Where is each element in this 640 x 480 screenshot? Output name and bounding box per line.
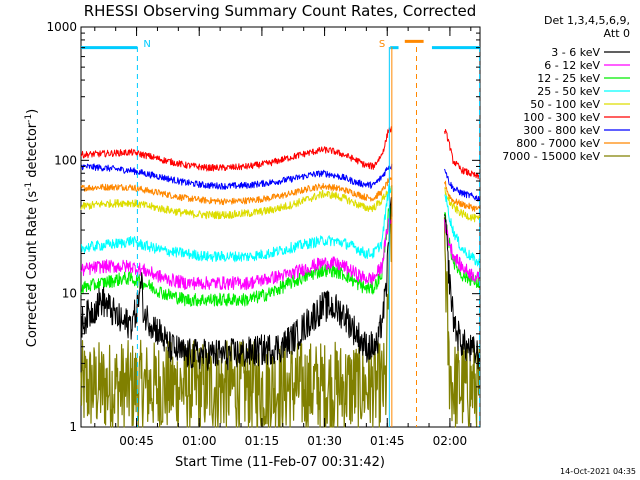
legend-entry-label: 800 - 7000 keV (516, 137, 600, 150)
x-tick-label: 01:45 (370, 434, 405, 448)
x-tick-label: 02:00 (433, 434, 468, 448)
x-tick-label: 01:15 (245, 434, 280, 448)
legend-entry-label: 50 - 100 keV (530, 98, 600, 111)
series-group (80, 126, 481, 428)
legend-entry-label: 3 - 6 keV (551, 46, 600, 59)
legend-entry-label: 100 - 300 keV (523, 111, 600, 124)
legend-entry-label: 12 - 25 keV (537, 72, 600, 85)
x-tick-label: 01:00 (182, 434, 217, 448)
x-axis-ticks: 00:45 01:00 01:15 01:30 01:45 02:00 (94, 27, 472, 448)
legend-entry-label: 6 - 12 keV (544, 59, 600, 72)
series-line-1 (80, 218, 481, 291)
series-line-0 (80, 197, 481, 371)
series-line-3 (80, 184, 481, 267)
series-line-6 (80, 163, 481, 202)
series-line-4 (80, 185, 481, 223)
y-tick-label: 100 (54, 153, 77, 167)
footer-timestamp: 14-Oct-2021 04:35 (560, 467, 636, 476)
legend-header-line1: Det 1,3,4,5,6,9, (544, 14, 630, 27)
series-line-7 (80, 177, 480, 212)
y-tick-label: 10 (62, 287, 77, 301)
y-tick-label: 1000 (46, 20, 77, 34)
y-axis-ticks: 1 10 100 1000 (46, 20, 480, 434)
legend-entry-label: 300 - 800 keV (523, 124, 600, 137)
series-line-5 (80, 126, 481, 180)
legend-header-line2: Att 0 (604, 27, 630, 40)
legend-entry-label: 7000 - 15000 keV (502, 150, 600, 163)
x-axis-label: Start Time (11-Feb-07 00:31:42) (175, 455, 385, 470)
legend-entry-label: 25 - 50 keV (537, 85, 600, 98)
x-tick-label: 00:45 (119, 434, 154, 448)
marker-label-s: S (379, 39, 385, 50)
x-tick-label: 01:30 (307, 434, 342, 448)
chart-title: RHESSI Observing Summary Count Rates, Co… (84, 2, 477, 20)
y-axis-label: Corrected Count Rate (s-1 detector-1) (24, 109, 40, 347)
marker-label-n: N (143, 39, 150, 50)
y-tick-label: 1 (69, 420, 77, 434)
